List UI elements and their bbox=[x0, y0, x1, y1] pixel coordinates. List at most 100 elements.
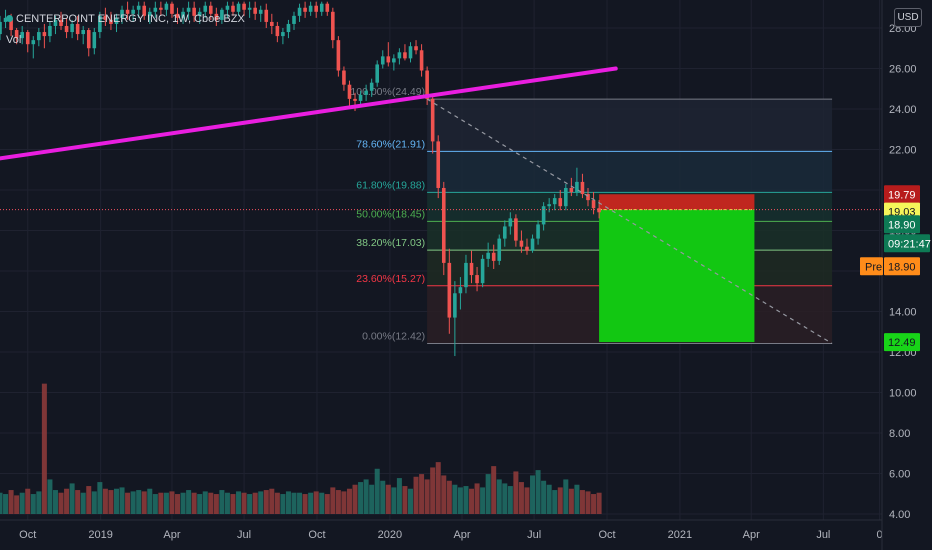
volume-bar bbox=[130, 491, 136, 514]
symbol-title[interactable]: CENTERPOINT ENERGY INC, 1W, Cboe BZX bbox=[16, 13, 245, 25]
candle-body bbox=[480, 258, 485, 284]
candle-body bbox=[220, 9, 224, 20]
diagonal-projection-line[interactable] bbox=[426, 98, 833, 345]
candle-body bbox=[414, 46, 418, 51]
volume-bar bbox=[152, 494, 158, 514]
candle-body bbox=[181, 11, 185, 18]
volume-bar bbox=[546, 484, 552, 514]
volume-bar bbox=[224, 492, 230, 514]
volume-bar bbox=[191, 492, 197, 514]
candle-body bbox=[258, 9, 263, 14]
candle-body bbox=[264, 9, 269, 22]
candle-body bbox=[70, 23, 74, 33]
volume-bar bbox=[213, 494, 219, 514]
candle-body bbox=[109, 19, 113, 24]
currency-button[interactable]: USD bbox=[894, 8, 922, 27]
volume-bar bbox=[113, 488, 119, 514]
volume-bar bbox=[64, 488, 70, 514]
candle-body bbox=[275, 25, 280, 37]
volume-bar bbox=[119, 487, 125, 514]
take-profit-zone[interactable] bbox=[599, 209, 755, 343]
price-axis-label: 4.00 bbox=[889, 509, 910, 521]
volume-bar bbox=[102, 488, 108, 514]
candle-body bbox=[591, 200, 596, 209]
candle-body bbox=[120, 9, 124, 18]
price-tag-target bbox=[884, 333, 920, 352]
candle-body bbox=[575, 181, 579, 193]
candle-body bbox=[530, 238, 535, 251]
volume-bar bbox=[141, 491, 147, 514]
volume-bar bbox=[230, 494, 236, 514]
candle-body bbox=[475, 275, 479, 284]
price-tag-last bbox=[884, 215, 920, 234]
volume-bar bbox=[330, 487, 336, 514]
volume-bar bbox=[297, 492, 303, 514]
volume-bar bbox=[396, 478, 402, 514]
volume-bar bbox=[374, 468, 380, 514]
volume-bar bbox=[507, 486, 513, 514]
time-axis[interactable]: Oct 2019 Apr Jul Oct 2020 Apr Jul Oct 2021 Apr Jul 0 bbox=[0, 519, 932, 550]
time-axis-label: Apr bbox=[163, 529, 180, 541]
candle-body bbox=[469, 262, 474, 276]
price-axis-label: 24.00 bbox=[889, 104, 917, 116]
candle-body bbox=[331, 11, 335, 41]
candle-body bbox=[375, 64, 380, 83]
volume-bar bbox=[413, 476, 419, 514]
candle-body bbox=[253, 7, 257, 14]
price-tag-target-value: 12.49 bbox=[888, 337, 916, 349]
candle-body bbox=[0, 21, 2, 35]
candle-body bbox=[425, 70, 429, 99]
candle-body bbox=[502, 226, 507, 239]
volume-bar bbox=[319, 492, 325, 514]
candle-body bbox=[453, 293, 457, 318]
candle-body bbox=[292, 15, 296, 24]
volume-bar bbox=[3, 494, 9, 514]
pre-market-badge bbox=[860, 257, 883, 276]
price-axis-label: 8.00 bbox=[889, 428, 910, 440]
candle-body bbox=[170, 3, 174, 14]
time-axis-label: Jul bbox=[816, 529, 830, 541]
candle-body bbox=[458, 287, 463, 294]
candle-body bbox=[569, 187, 574, 193]
volume-bar bbox=[485, 474, 491, 514]
volume-bar bbox=[41, 383, 47, 514]
candle-body bbox=[25, 32, 30, 45]
volume-bar bbox=[496, 479, 502, 514]
volume-bar bbox=[136, 490, 142, 514]
volume-bar bbox=[419, 474, 425, 514]
volume-bar bbox=[208, 492, 214, 514]
volume-bar bbox=[58, 492, 64, 514]
price-axis-label: 6.00 bbox=[889, 469, 910, 481]
trendline[interactable] bbox=[0, 66, 618, 166]
fib-level-label: 78.60%(21.91) bbox=[356, 138, 425, 150]
market-status-icon bbox=[6, 15, 13, 22]
candle-body bbox=[597, 208, 601, 213]
candle-body bbox=[342, 70, 346, 85]
volume-bar bbox=[552, 490, 558, 514]
candle-body bbox=[125, 9, 130, 14]
volume-bar bbox=[19, 492, 25, 514]
candle-body bbox=[236, 3, 241, 12]
price-axis-label: 14.00 bbox=[889, 307, 917, 319]
short-position-tool[interactable] bbox=[599, 194, 755, 343]
volume-bar bbox=[269, 488, 275, 514]
time-axis-label: 2021 bbox=[668, 529, 692, 541]
candle-body bbox=[514, 218, 518, 241]
volume-bar bbox=[446, 480, 452, 514]
time-axis-label: Jul bbox=[237, 529, 251, 541]
stop-loss-zone[interactable] bbox=[599, 194, 755, 210]
volume-bar bbox=[352, 484, 358, 514]
candle-body bbox=[214, 13, 219, 20]
volume-bar bbox=[391, 487, 397, 514]
volume-indicator-label[interactable]: Vol bbox=[6, 34, 22, 46]
price-tag-pre-value: 18.90 bbox=[888, 261, 916, 273]
volume-bar bbox=[402, 486, 408, 514]
candle-body bbox=[98, 15, 102, 33]
candle-body bbox=[164, 3, 169, 10]
volume-bar bbox=[563, 479, 569, 514]
volume-bar bbox=[241, 492, 247, 514]
fib-level-label: 50.00%(18.45) bbox=[356, 208, 425, 220]
drawing-overlays[interactable] bbox=[0, 66, 882, 345]
